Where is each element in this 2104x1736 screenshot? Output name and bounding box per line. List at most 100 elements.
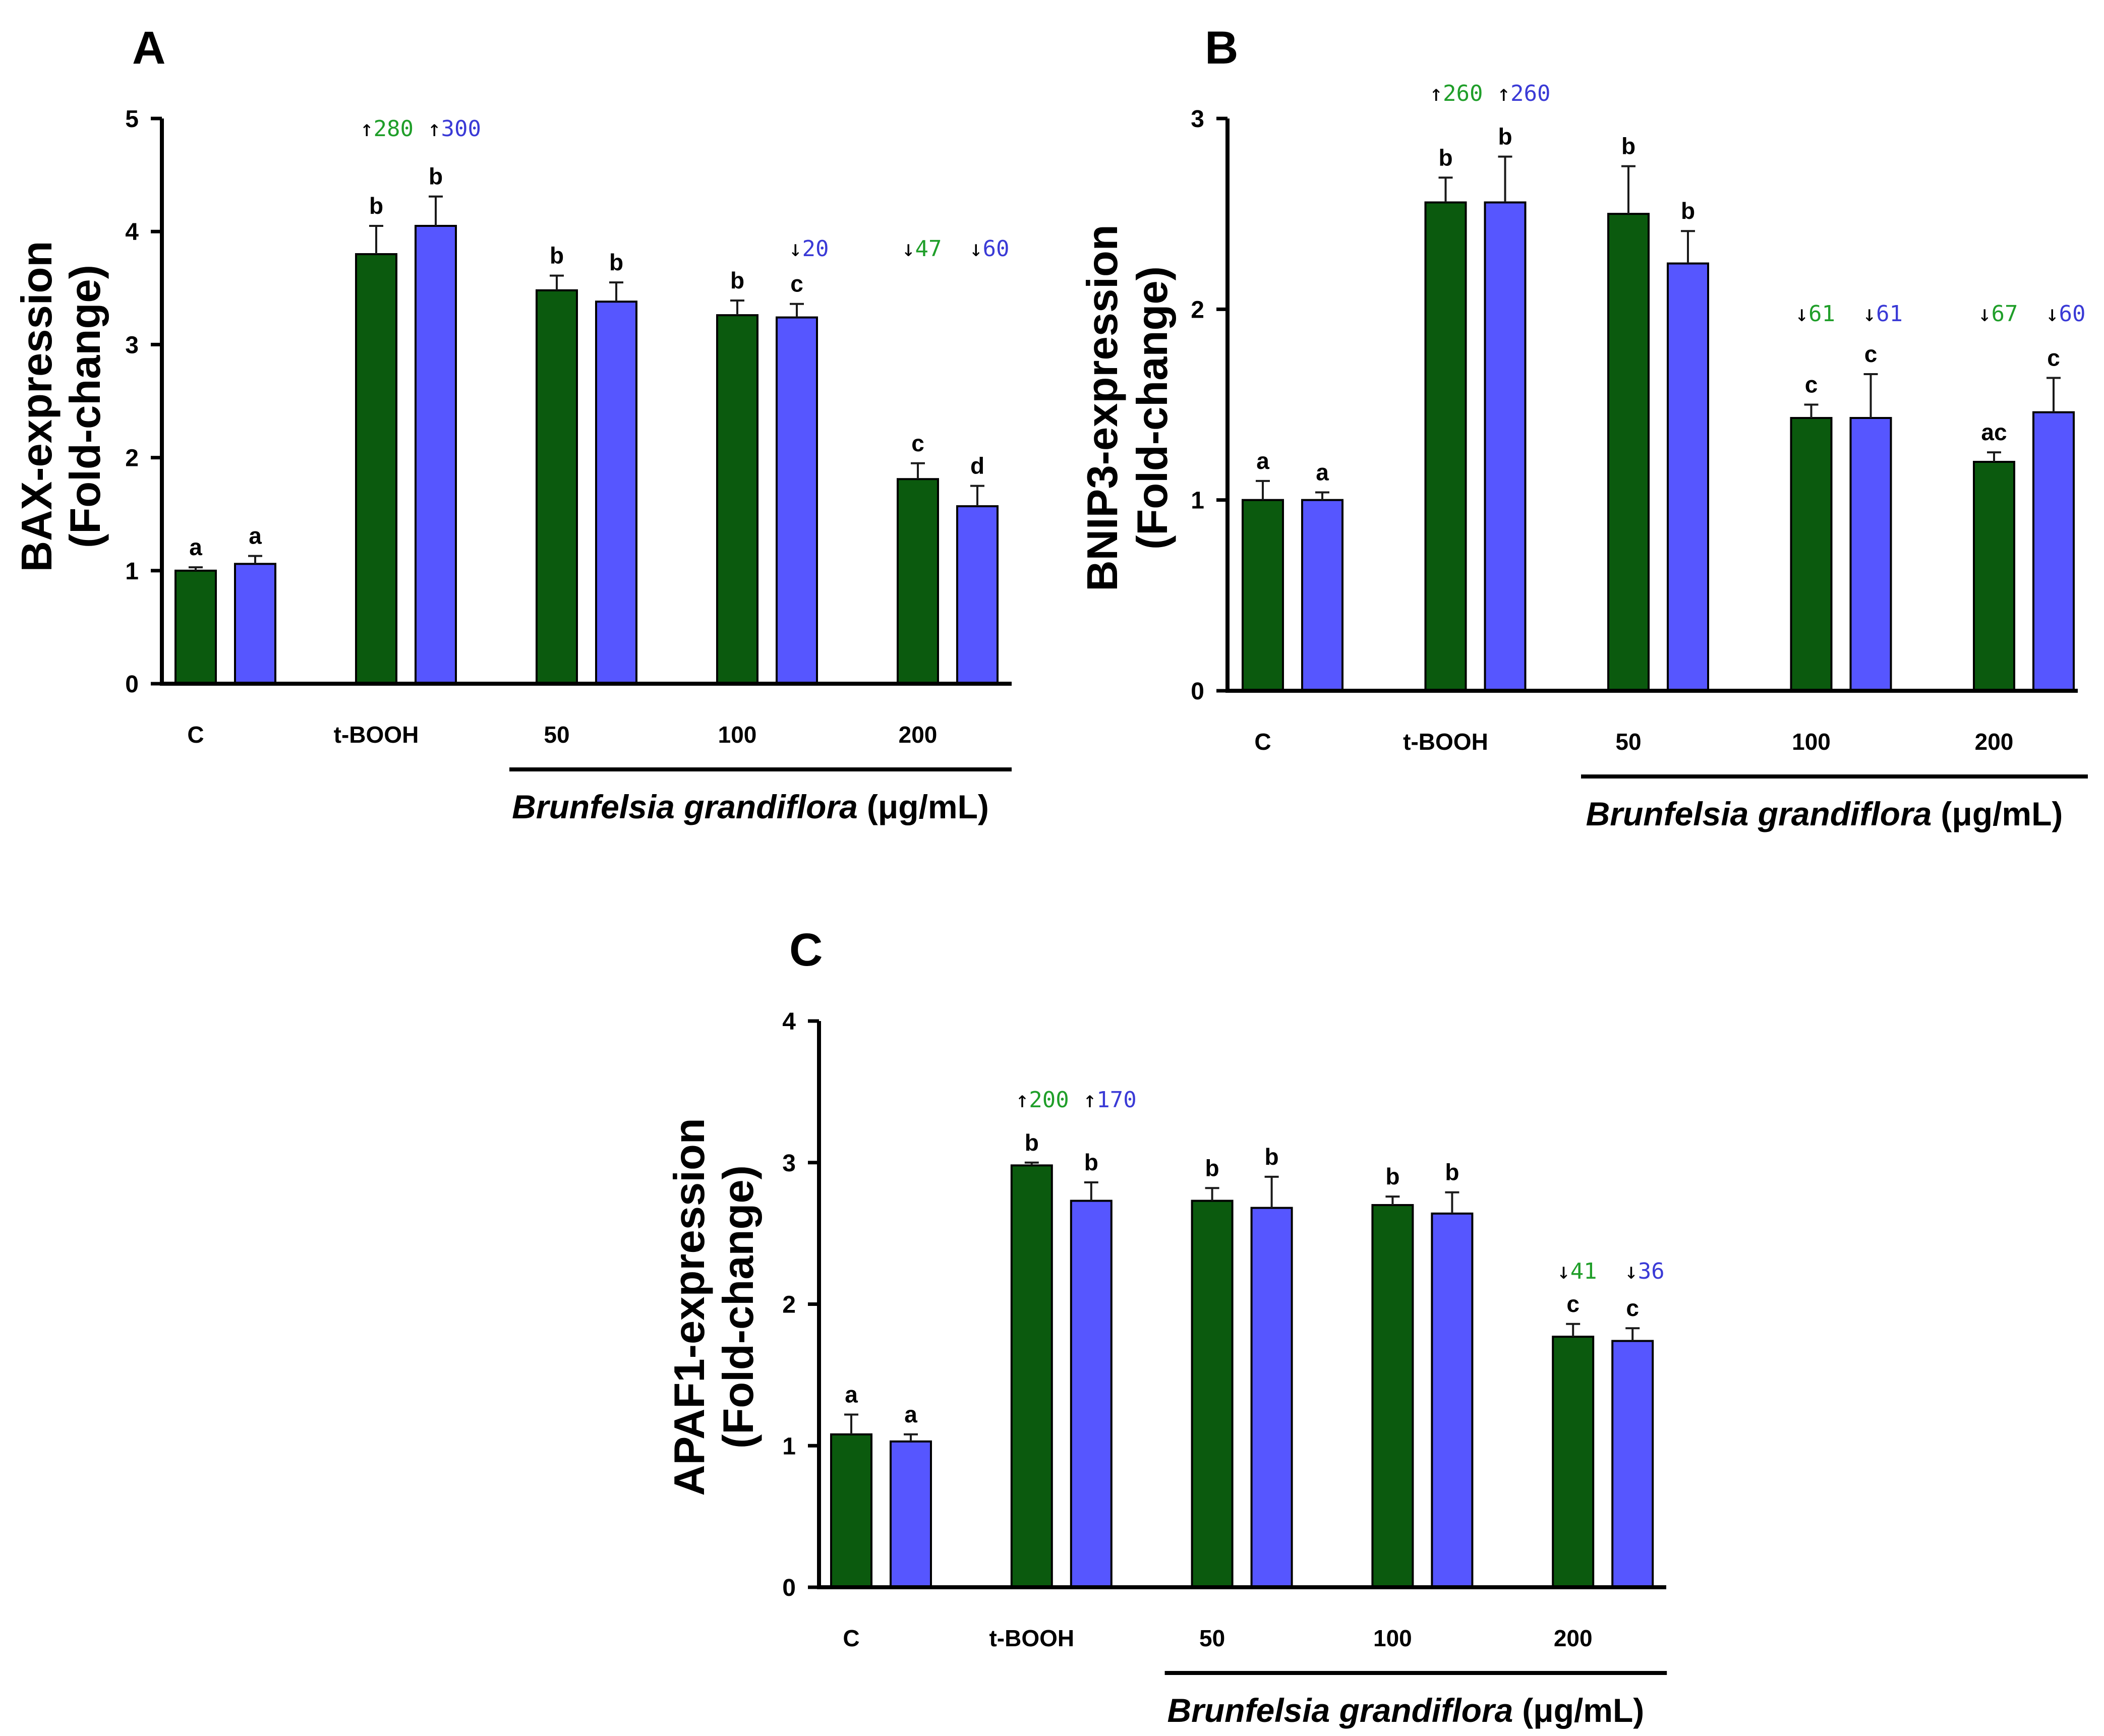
concentration-group-label: Brunfelsia grandiflora (μg/mL) <box>1586 795 2063 832</box>
bar-b-100-series-1 <box>1790 416 1833 692</box>
significance-letter-c-200-series-1: c <box>1566 1291 1580 1317</box>
x-tick-label-200: 200 <box>899 722 938 748</box>
bar-b-50-series-2 <box>1667 262 1709 692</box>
bar-a-50-series-2 <box>595 301 637 685</box>
significance-letter-c-c-series-2: a <box>904 1401 917 1427</box>
up-arrow-icon: ↑ <box>1497 81 1511 106</box>
bar-c-50-series-2 <box>1250 1207 1293 1589</box>
percent-change-value: 200 <box>1029 1087 1069 1113</box>
bar-a-c-series-2 <box>234 563 276 685</box>
y-tick-label-3: 3 <box>125 332 139 358</box>
extract-name: Brunfelsia grandiflora <box>512 788 858 825</box>
significance-letter-a-t-booh-series-2: b <box>429 163 443 190</box>
y-tick-label-1: 1 <box>1191 488 1204 514</box>
bar-a-50-series-1 <box>536 289 578 685</box>
percent-change-value: 280 <box>374 116 414 142</box>
bar-a-t-booh-series-1 <box>355 253 397 685</box>
y-axis-title-line-2: (Fold-change) <box>1129 266 1177 550</box>
percent-change-value: 260 <box>1510 81 1550 106</box>
percent-change-value: 47 <box>915 236 942 262</box>
significance-letter-b-50-series-2: b <box>1681 198 1695 224</box>
y-tick-label-0: 0 <box>782 1575 796 1601</box>
concentration-group-label: Brunfelsia grandiflora (μg/mL) <box>1167 1692 1645 1729</box>
bar-a-100-series-1 <box>716 314 758 685</box>
significance-letter-c-200-series-2: c <box>1626 1295 1639 1321</box>
x-tick-label-100: 100 <box>1792 729 1831 755</box>
significance-letter-b-c-series-2: a <box>1316 459 1329 486</box>
x-tick-label-c: C <box>843 1625 859 1651</box>
x-tick-label-t-booh: t-BOOH <box>1403 729 1488 755</box>
down-arrow-icon: ↓ <box>1557 1259 1570 1284</box>
x-tick-label-t-booh: t-BOOH <box>334 722 419 748</box>
bar-b-100-series-2 <box>1849 416 1892 692</box>
bar-a-200-series-1 <box>897 478 939 685</box>
down-arrow-icon: ↓ <box>902 236 915 262</box>
significance-letter-b-100-series-1: c <box>1805 372 1818 398</box>
significance-letter-c-50-series-2: b <box>1265 1144 1279 1170</box>
bar-b-t-booh-series-1 <box>1424 201 1467 692</box>
panel-label: C <box>789 924 823 976</box>
y-axis-title-line-2: (Fold-change) <box>62 265 109 548</box>
significance-letter-c-100-series-2: b <box>1445 1159 1459 1185</box>
y-tick-label-4: 4 <box>125 219 139 246</box>
significance-letter-b-200-series-2: c <box>2047 345 2060 371</box>
percent-change-annotation-c-200-series-2: ↓36 <box>1624 1259 1664 1284</box>
panel-label: B <box>1205 22 1238 74</box>
significance-letter-c-t-booh-series-1: b <box>1025 1129 1039 1156</box>
y-axis-title-line-1: BAX-expression <box>13 241 61 572</box>
up-arrow-icon: ↑ <box>1083 1087 1097 1113</box>
percent-change-value: 41 <box>1570 1259 1597 1284</box>
down-arrow-icon: ↓ <box>1863 301 1877 327</box>
percent-change-annotation-b-t-booh-series-1: ↑260 <box>1430 81 1483 106</box>
percent-change-value: 260 <box>1443 81 1483 106</box>
x-tick-label-50: 50 <box>1199 1625 1225 1651</box>
bar-c-c-series-1 <box>830 1433 872 1589</box>
percent-change-annotation-c-t-booh-series-2: ↑170 <box>1083 1087 1137 1113</box>
percent-change-value: 20 <box>802 236 829 262</box>
y-tick-label-3: 3 <box>782 1150 796 1177</box>
bar-c-50-series-1 <box>1191 1200 1234 1588</box>
percent-change-annotation-a-100-series-2: ↓20 <box>789 236 829 262</box>
bar-b-c-series-2 <box>1301 499 1343 692</box>
percent-change-value: 61 <box>1876 301 1903 327</box>
concentration-unit: (μg/mL) <box>1941 795 2063 832</box>
down-arrow-icon: ↓ <box>1624 1259 1638 1284</box>
y-axis-title-line-1: BNIP3-expression <box>1079 224 1127 591</box>
concentration-unit: (μg/mL) <box>1522 1692 1644 1729</box>
panel-a: A BAX-expression (Fold-change) Ca a t-BOOH b b 5… <box>13 22 1012 825</box>
y-tick-label-0: 0 <box>1191 678 1204 705</box>
percent-change-annotation-b-200-series-2: ↓60 <box>2045 301 2085 327</box>
percent-change-annotation-a-200-series-1: ↓47 <box>902 236 942 262</box>
percent-change-value: 61 <box>1808 301 1835 327</box>
extract-name: Brunfelsia grandiflora <box>1586 795 1932 832</box>
x-tick-label-200: 200 <box>1554 1625 1593 1651</box>
y-tick-label-2: 2 <box>782 1292 796 1319</box>
panel-c: C APAF1-expression (Fold-change) Ca a t-BOOH b… <box>666 924 1667 1729</box>
bar-a-100-series-2 <box>776 316 818 685</box>
y-tick-label-3: 3 <box>1191 106 1204 133</box>
bar-c-t-booh-series-2 <box>1070 1200 1113 1588</box>
concentration-group-label: Brunfelsia grandiflora (μg/mL) <box>512 788 989 825</box>
significance-letter-a-200-series-1: c <box>911 430 924 456</box>
significance-letter-b-t-booh-series-2: b <box>1498 124 1512 150</box>
x-tick-label-200: 200 <box>1975 729 2014 755</box>
extract-name: Brunfelsia grandiflora <box>1167 1692 1513 1729</box>
significance-letter-a-100-series-2: c <box>790 271 803 297</box>
up-arrow-icon: ↑ <box>1016 1087 1029 1113</box>
significance-letter-a-50-series-1: b <box>550 243 564 269</box>
significance-letter-a-50-series-2: b <box>609 249 623 275</box>
x-tick-label-50: 50 <box>544 722 569 748</box>
percent-change-annotation-a-200-series-2: ↓60 <box>969 236 1009 262</box>
y-tick-label-0: 0 <box>125 671 139 698</box>
bar-c-t-booh-series-1 <box>1010 1164 1053 1588</box>
bar-b-c-series-1 <box>1242 499 1284 692</box>
concentration-unit: (μg/mL) <box>867 788 989 825</box>
up-arrow-icon: ↑ <box>428 116 441 142</box>
percent-change-value: 300 <box>441 116 481 142</box>
x-tick-label-50: 50 <box>1615 729 1641 755</box>
percent-change-annotation-c-200-series-1: ↓41 <box>1557 1259 1597 1284</box>
down-arrow-icon: ↓ <box>2045 301 2059 327</box>
down-arrow-icon: ↓ <box>969 236 983 262</box>
y-tick-label-1: 1 <box>125 558 139 585</box>
